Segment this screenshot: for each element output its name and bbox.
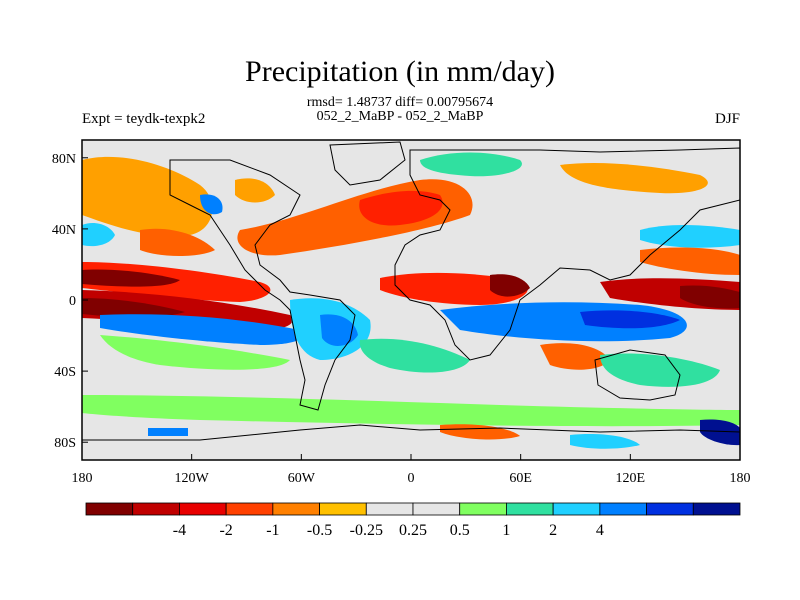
map-field xyxy=(82,140,740,460)
field-southern-ocean-green xyxy=(82,395,740,427)
season-label: DJF xyxy=(714,111,740,127)
colorbar-swatch xyxy=(646,502,694,516)
field-ross-sea-blue xyxy=(148,428,188,436)
colorbar-label: 2 xyxy=(549,522,557,539)
field-north-west-blue xyxy=(82,223,115,247)
colorbar-swatch xyxy=(552,502,601,516)
colorbar-swatch xyxy=(692,502,741,516)
colorbar-label: -1 xyxy=(266,522,279,539)
coastline-eurasia-africa xyxy=(394,147,740,361)
colorbar-swatch xyxy=(319,502,367,516)
coastline-antarctica xyxy=(82,424,740,460)
colorbar-label: 4 xyxy=(596,522,604,539)
field-west-pacific-core xyxy=(680,285,740,309)
coastline-americas xyxy=(169,159,356,411)
colorbar-swatch xyxy=(365,502,414,516)
coastline-australia xyxy=(594,349,681,401)
y-tick-label: 40N xyxy=(52,223,76,238)
field-south-pacific-core xyxy=(82,298,185,318)
plot-title: Precipitation (in mm/day) xyxy=(245,55,555,88)
field-pacific-north-red xyxy=(140,228,215,256)
colorbar-label: -0.5 xyxy=(307,522,332,539)
field-asia-orange xyxy=(560,163,708,194)
x-tick-label: 180 xyxy=(730,471,751,486)
colorbar-swatch xyxy=(272,502,320,516)
field-antarctic-darkblue xyxy=(700,419,740,446)
field-north-pacific-red xyxy=(640,247,740,275)
y-axis: 80N 40N 0 40S 80S xyxy=(52,152,88,451)
field-africa-core xyxy=(490,274,530,297)
colorbar-swatch xyxy=(412,502,461,516)
field-pacific-itcz-core xyxy=(82,269,180,287)
colorbar-label: -0.25 xyxy=(350,522,383,539)
colorbar-swatch xyxy=(132,502,180,516)
colorbar-label: 0.5 xyxy=(450,522,470,539)
coastline-greenland xyxy=(329,141,406,186)
colorbar-swatch xyxy=(599,502,647,516)
colorbar-swatch xyxy=(85,502,134,516)
x-tick-label: 180 xyxy=(72,471,93,486)
field-antarctic-cyan xyxy=(570,434,640,449)
colorbar-swatch xyxy=(225,502,274,516)
colorbar-swatch xyxy=(459,502,507,516)
y-tick-label: 40S xyxy=(54,365,76,380)
y-tick-label: 80S xyxy=(54,436,76,451)
x-tick-label: 60E xyxy=(509,471,532,486)
x-tick-label: 120E xyxy=(616,471,646,486)
colorbar-label: 0.25 xyxy=(399,522,427,539)
comparison-text: 052_2_MaBP - 052_2_MaBP xyxy=(316,109,484,124)
field-pacific-blue-band xyxy=(100,314,303,345)
x-axis: 180 120W 60W 0 60E 120E 180 xyxy=(72,454,751,486)
x-tick-label: 120W xyxy=(175,471,210,486)
y-tick-label: 0 xyxy=(69,294,76,309)
stats-block: rmsd= 1.48737 diff= 0.00795674 052_2_MaB… xyxy=(0,96,800,124)
experiment-label: Expt = teydk-texpk2 xyxy=(82,111,206,127)
field-south-america-blue xyxy=(320,314,358,346)
field-atlantic-core xyxy=(359,190,443,226)
field-south-indian-orange xyxy=(540,343,610,370)
field-indian-ocean-core xyxy=(580,310,680,329)
field-north-america-blue xyxy=(200,194,223,215)
colorbar-label: -4 xyxy=(173,522,186,539)
colorbar-label: 1 xyxy=(502,522,510,539)
field-arctic-green xyxy=(420,152,522,177)
field-south-pacific-green xyxy=(100,335,290,370)
colorbar-swatch xyxy=(179,502,227,516)
x-tick-label: 60W xyxy=(288,471,316,486)
rmsd-text: rmsd= 1.48737 diff= 0.00795674 xyxy=(306,95,494,110)
colorbar-label: -2 xyxy=(219,522,232,539)
field-north-pacific-orange xyxy=(82,156,213,236)
colorbar-swatch xyxy=(506,502,554,516)
x-tick-label: 0 xyxy=(408,471,415,486)
field-south-atlantic-teal xyxy=(359,338,470,373)
field-north-america-orange xyxy=(235,178,275,203)
colorbar: -4 -2 -1 -0.5 -0.25 0.25 0.5 1 2 4 xyxy=(85,502,741,539)
field-australia-teal xyxy=(600,353,720,387)
y-tick-label: 80N xyxy=(52,152,76,167)
